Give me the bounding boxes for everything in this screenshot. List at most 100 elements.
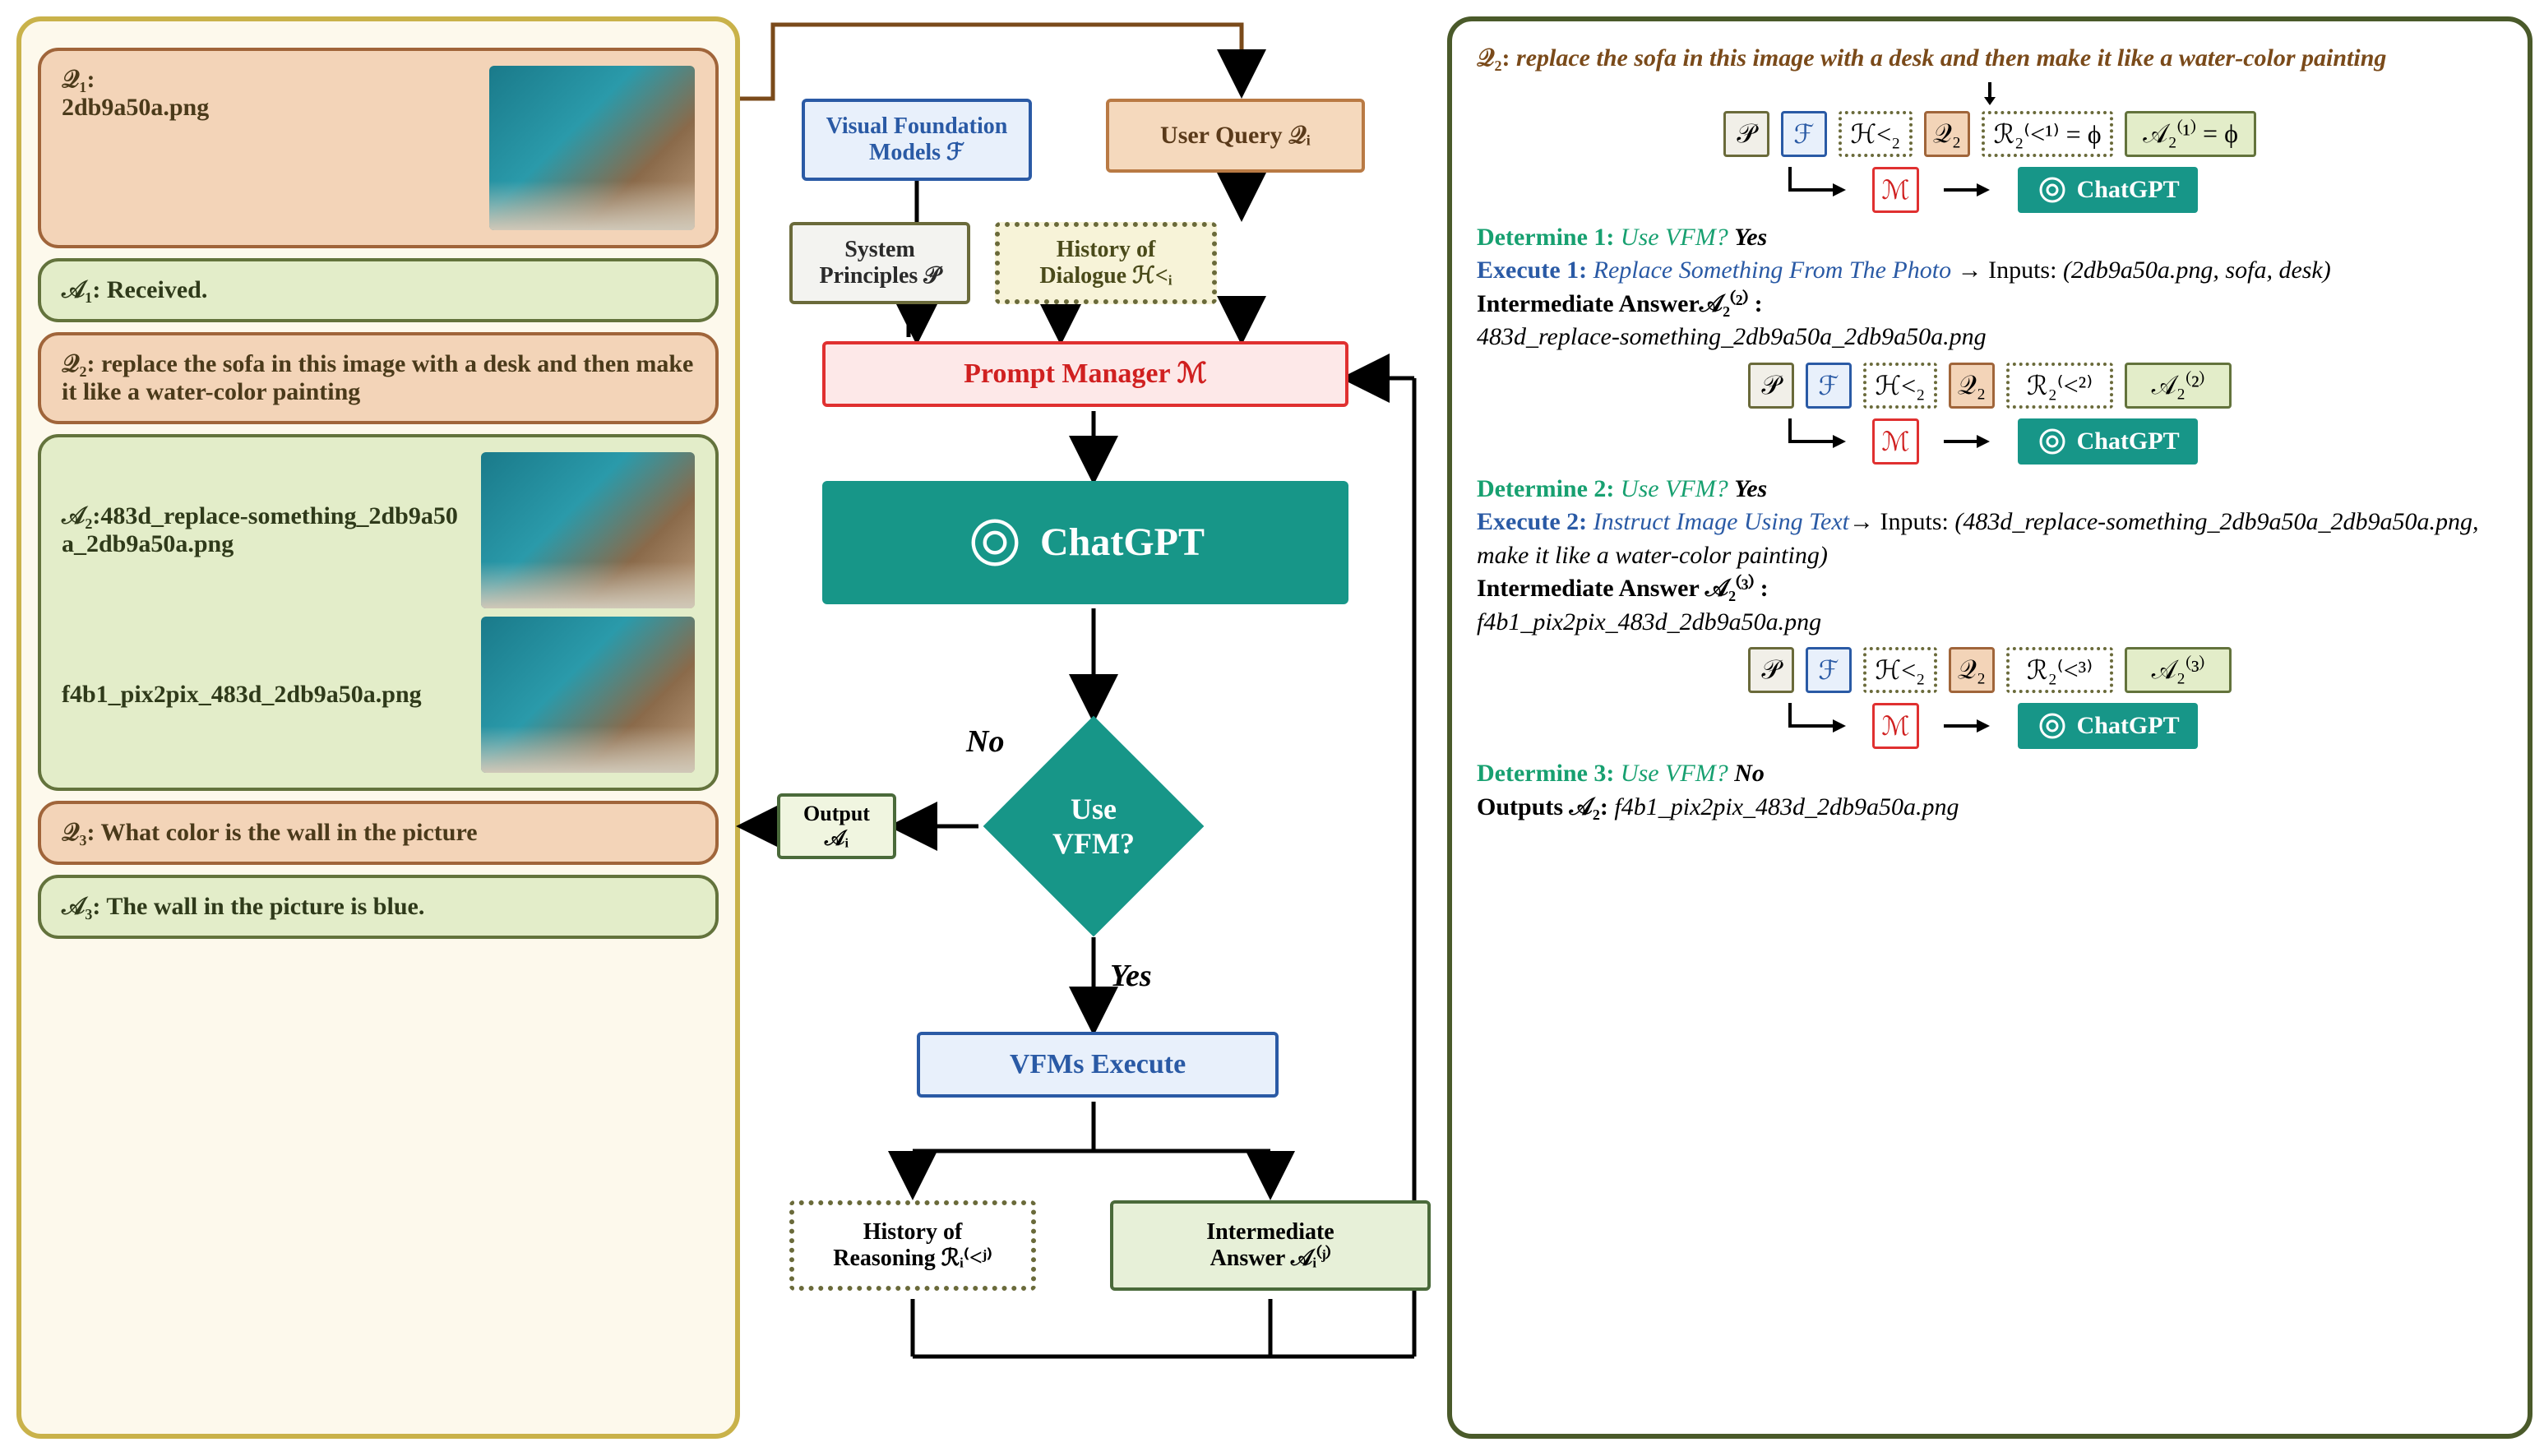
q2-label: 𝒬₂:	[62, 350, 95, 377]
openai-icon	[2036, 710, 2069, 742]
chip-q: 𝒬₂	[1949, 363, 1995, 409]
right-reasoning-panel: 𝒬₂: replace the sofa in this image with …	[1447, 16, 2532, 1439]
a3-label: 𝒜₃:	[62, 893, 100, 920]
system-principles-box: System Principles 𝒫	[789, 222, 970, 304]
intermediate-answer-box: Intermediate Answer 𝒜ᵢ⁽ʲ⁾	[1110, 1200, 1431, 1291]
q3-label: 𝒬₃:	[62, 819, 95, 846]
execute-2: Execute 2: Instruct Image Using Text→ In…	[1477, 506, 2503, 572]
prompt-manager-box: Prompt Manager ℳ	[822, 341, 1348, 407]
q3-bubble: 𝒬₃: What color is the wall in the pictur…	[38, 801, 719, 865]
history-reasoning-box: History of Reasoning ℛᵢ⁽<ʲ⁾	[789, 1200, 1036, 1291]
history-dialogue-box: History of Dialogue ℋ<ᵢ	[995, 222, 1217, 304]
exe2-arrow: →	[1849, 508, 1874, 535]
a1-bubble: 𝒜₁: Received.	[38, 258, 719, 322]
a2-line1: 483d_replace-something_2db9a50a_2db9a50a…	[62, 502, 458, 557]
histdial-l2: Dialogue ℋ<ᵢ	[1039, 263, 1172, 289]
det1-label: Determine 1:	[1477, 224, 1614, 251]
row2-chatgpt: ChatGPT	[2018, 418, 2198, 465]
exe2-text: Instruct Image Using Text	[1593, 508, 1849, 535]
det1-q: Use VFM?	[1621, 224, 1728, 251]
row1-arrow-down	[1477, 82, 2503, 111]
inter-ans-2: Intermediate Answer 𝒜₂⁽³⁾ : f4b1_pix2pix…	[1477, 572, 2503, 639]
row2-chatgpt-label: ChatGPT	[2077, 428, 2180, 455]
row2-arrow	[1944, 418, 1993, 465]
output-box: Output 𝒜ᵢ	[777, 793, 896, 859]
chip-m: ℳ	[1872, 703, 1918, 749]
prompt-manager-label: Prompt Manager ℳ	[964, 358, 1207, 390]
user-query-box: User Query 𝒬ᵢ	[1106, 99, 1365, 173]
openai-icon	[2036, 425, 2069, 458]
a2-thumbnail-2	[481, 617, 695, 773]
inter1-label: Intermediate Answer𝒜₂⁽²⁾ :	[1477, 290, 1763, 317]
no-label: No	[966, 723, 1004, 760]
right-q2-line: 𝒬₂: replace the sofa in this image with …	[1477, 42, 2503, 76]
row3-arrow	[1944, 703, 1993, 749]
chip-a: 𝒜₂⁽²⁾	[2125, 363, 2232, 409]
det3-a: No	[1734, 760, 1765, 787]
vfm-execute-label: VFMs Execute	[1010, 1048, 1186, 1080]
use-vfm-diamond: Use VFM?	[983, 716, 1205, 937]
outputs-label: Outputs 𝒜₂:	[1477, 793, 1608, 820]
det2-q: Use VFM?	[1621, 475, 1728, 502]
sysprin-l2: Principles 𝒫	[820, 263, 941, 289]
chip-p: 𝒫	[1748, 647, 1794, 693]
exe1-label: Execute 1:	[1477, 257, 1587, 284]
diamond-l1: Use	[1052, 792, 1135, 826]
sysprin-l1: System	[844, 237, 915, 263]
chip-r: ℛ₂⁽<³⁾	[2006, 647, 2113, 693]
vfm-box: Visual Foundation Models ℱ	[802, 99, 1032, 181]
chatgpt-label: ChatGPT	[1040, 520, 1205, 565]
outputs-val: f4b1_pix2pix_483d_2db9a50a.png	[1614, 793, 1959, 820]
chip-r: ℛ₂⁽<²⁾	[2006, 363, 2113, 409]
exe1-text: Replace Something From The Photo	[1593, 257, 1951, 284]
chip-p: 𝒫	[1723, 111, 1769, 157]
q3-text: What color is the wall in the picture	[101, 819, 478, 846]
row2-m-chat: ℳ ChatGPT	[1477, 418, 2503, 465]
q1-label: 𝒬₁:	[62, 66, 95, 93]
det2-label: Determine 2:	[1477, 475, 1614, 502]
inter2-label: Intermediate Answer 𝒜₂⁽³⁾ :	[1477, 575, 1769, 602]
diamond-l2: VFM?	[1052, 826, 1135, 861]
user-query-label: User Query 𝒬ᵢ	[1160, 122, 1311, 150]
openai-icon	[966, 514, 1024, 571]
histreason-l1: History of	[863, 1219, 963, 1246]
determine-3: Determine 3: Use VFM? No	[1477, 757, 2503, 791]
exe2-inputs-label: Inputs:	[1880, 508, 1949, 535]
a1-text: Received.	[107, 276, 207, 303]
row3-m-chat: ℳ ChatGPT	[1477, 703, 2503, 749]
a3-text: The wall in the picture is blue.	[106, 893, 424, 920]
vfm-label-1: Visual Foundation	[826, 113, 1008, 140]
exe1-inputs-label: Inputs:	[1988, 257, 2056, 284]
q2-text: replace the sofa in this image with a de…	[62, 350, 693, 405]
chip-p: 𝒫	[1748, 363, 1794, 409]
det2-a: Yes	[1734, 475, 1767, 502]
row1-chatgpt-label: ChatGPT	[2077, 176, 2180, 204]
chatgpt-box: ChatGPT	[822, 481, 1348, 604]
row2-chips: 𝒫 ℱ ℋ<₂ 𝒬₂ ℛ₂⁽<²⁾ 𝒜₂⁽²⁾	[1477, 363, 2503, 409]
a2-line2: f4b1_pix2pix_483d_2db9a50a.png	[62, 681, 422, 708]
left-dialogue-panel: 𝒬₁: 2db9a50a.png 𝒜₁: Received. 𝒬₂: repla…	[16, 16, 740, 1439]
histdial-l1: History of	[1057, 237, 1156, 263]
vfm-label-2: Models ℱ	[869, 140, 964, 166]
row1-m-chat: ℳ ChatGPT	[1477, 167, 2503, 213]
chip-h: ℋ<₂	[1863, 363, 1937, 409]
a2-label: 𝒜₂:	[62, 502, 100, 529]
chip-h: ℋ<₂	[1839, 111, 1913, 157]
row1-chatgpt: ChatGPT	[2018, 167, 2198, 213]
det3-q: Use VFM?	[1621, 760, 1728, 787]
a2-thumbnail-1	[481, 452, 695, 608]
chip-r: ℛ₂⁽<¹⁾ = ϕ	[1982, 111, 2113, 157]
chip-f: ℱ	[1806, 647, 1852, 693]
inter1-val: 483d_replace-something_2db9a50a_2db9a50a…	[1477, 323, 1987, 350]
chip-f: ℱ	[1806, 363, 1852, 409]
determine-1: Determine 1: Use VFM? Yes	[1477, 221, 2503, 255]
row3-chips: 𝒫 ℱ ℋ<₂ 𝒬₂ ℛ₂⁽<³⁾ 𝒜₂⁽³⁾	[1477, 647, 2503, 693]
right-q2-text: replace the sofa in this image with a de…	[1516, 44, 2386, 72]
chip-f: ℱ	[1781, 111, 1827, 157]
chip-q: 𝒬₂	[1949, 647, 1995, 693]
chip-m: ℳ	[1872, 167, 1918, 213]
exe1-inputs: (2db9a50a.png, sofa, desk)	[2063, 257, 2331, 284]
chip-a: 𝒜₂⁽¹⁾ = ϕ	[2125, 111, 2256, 157]
row2-elbow	[1782, 418, 1848, 465]
row1-arrow	[1944, 167, 1993, 213]
